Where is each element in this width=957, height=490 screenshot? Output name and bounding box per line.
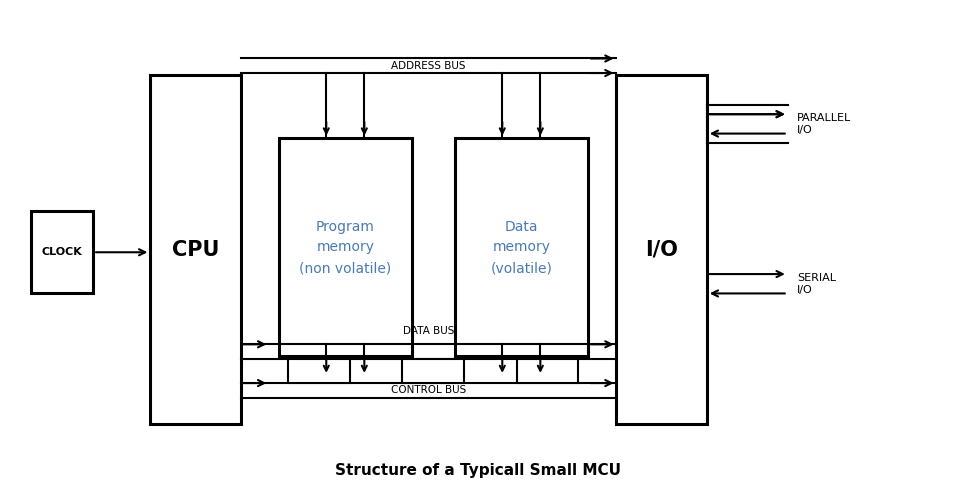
Bar <box>32 211 93 294</box>
Bar <box>288 359 350 383</box>
Bar <box>278 138 412 356</box>
Bar <box>517 359 578 383</box>
Bar <box>150 75 240 424</box>
Text: CPU: CPU <box>171 240 219 260</box>
Text: CLOCK: CLOCK <box>42 247 82 257</box>
Bar <box>616 75 707 424</box>
Text: PARALLEL
I/O: PARALLEL I/O <box>797 113 852 135</box>
Text: Program
memory
(non volatile): Program memory (non volatile) <box>300 220 391 275</box>
Text: ADDRESS BUS: ADDRESS BUS <box>391 61 466 71</box>
Text: CONTROL BUS: CONTROL BUS <box>390 385 466 395</box>
Text: I/O: I/O <box>645 240 679 260</box>
Bar <box>402 359 464 383</box>
Bar <box>455 138 588 356</box>
Text: Data
memory
(volatile): Data memory (volatile) <box>490 220 552 275</box>
Text: Structure of a Typicall Small MCU: Structure of a Typicall Small MCU <box>336 463 621 478</box>
Text: SERIAL
I/O: SERIAL I/O <box>797 273 836 294</box>
Text: DATA BUS: DATA BUS <box>403 326 455 336</box>
